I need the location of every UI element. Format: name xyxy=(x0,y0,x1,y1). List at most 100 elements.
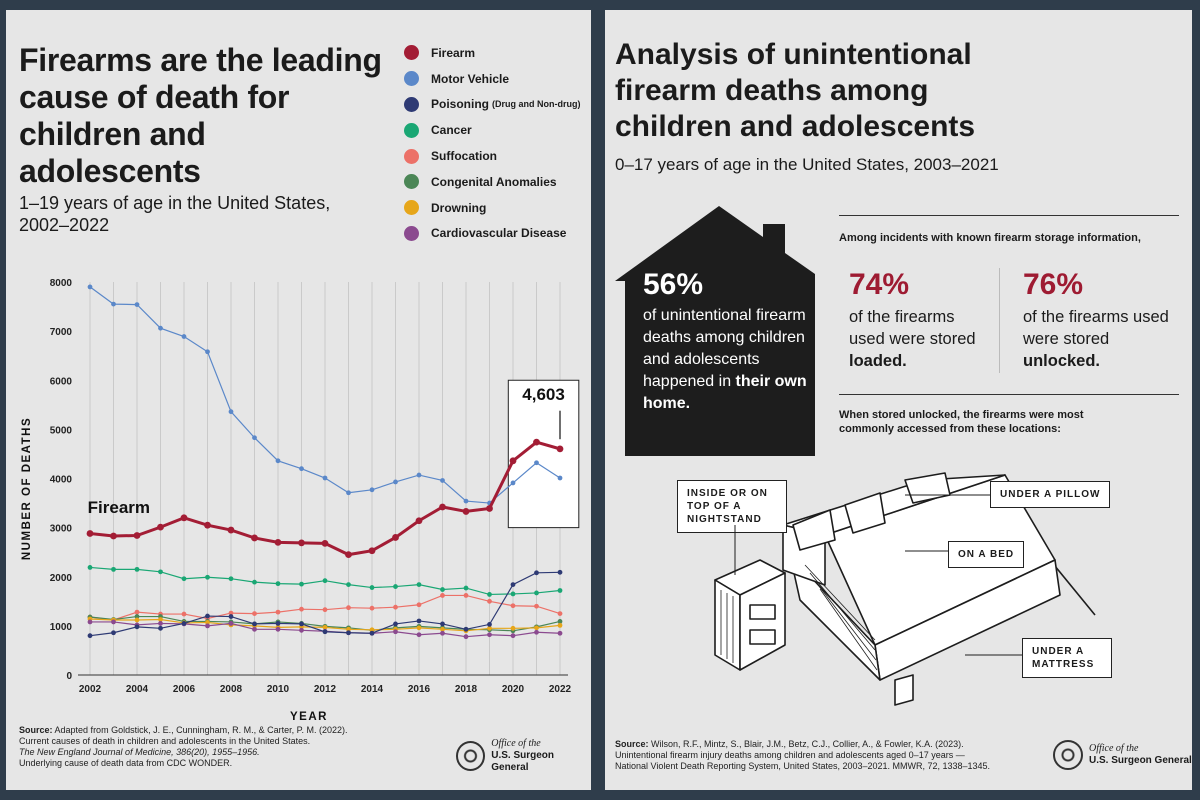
data-point xyxy=(534,570,539,576)
right-seal-icon xyxy=(1053,740,1083,770)
data-point xyxy=(134,302,140,307)
data-point xyxy=(181,334,187,339)
data-point xyxy=(110,532,117,540)
legend-label: Suffocation xyxy=(431,149,497,164)
legend-swatch xyxy=(404,174,419,190)
data-point xyxy=(393,621,398,627)
legend-label: Drowning xyxy=(431,200,487,215)
legend-item: Cardiovascular Disease xyxy=(404,221,580,247)
x-axis-label: YEAR xyxy=(290,711,328,723)
data-point xyxy=(369,605,375,611)
data-point xyxy=(440,593,445,598)
unlocked-stat-value: 76% xyxy=(1023,268,1084,301)
unlocked-stat-text: of the firearms used were stored unlocke… xyxy=(1023,306,1173,372)
loaded-stat-text-main: of the firearms used were stored xyxy=(849,308,976,348)
data-point xyxy=(510,633,516,639)
data-point xyxy=(158,617,163,622)
right-panel: Analysis of unintentional firearm deaths… xyxy=(605,10,1192,790)
data-point xyxy=(322,475,328,481)
data-point xyxy=(158,625,163,631)
data-point xyxy=(534,460,539,466)
data-point xyxy=(205,623,210,629)
legend-swatch xyxy=(404,96,419,112)
callout-leaders xyxy=(734,494,1022,656)
data-point xyxy=(393,479,398,485)
data-point xyxy=(252,435,257,441)
data-point xyxy=(486,505,493,512)
chart-legend: Firearm Motor Vehicle Poisoning (Drug and N… xyxy=(404,40,580,246)
data-point xyxy=(346,582,351,588)
right-source-label: Source: xyxy=(615,739,649,749)
data-point xyxy=(557,475,563,481)
y-tick-label: 0 xyxy=(66,671,72,682)
home-stat-text: of unintentional firearm deaths among ch… xyxy=(643,305,813,415)
data-point xyxy=(204,521,211,529)
x-tick-label: 2014 xyxy=(361,684,384,695)
data-point xyxy=(534,590,539,596)
data-point xyxy=(440,621,445,627)
x-tick-label: 2002 xyxy=(79,684,102,695)
x-tick-label: 2010 xyxy=(267,684,290,695)
data-point xyxy=(181,621,187,626)
home-stat-text-main: of unintentional firearm deaths among ch… xyxy=(643,307,806,390)
y-tick-label: 2000 xyxy=(50,573,73,584)
right-source-line-1: Wilson, R.F., Mintz, S., Blair, J.M., Be… xyxy=(651,739,964,749)
data-point xyxy=(87,633,93,639)
legend-item: Poisoning (Drug and Non-drug) xyxy=(404,92,580,118)
x-tick-label: 2012 xyxy=(314,684,337,695)
legend-swatch xyxy=(404,200,419,216)
right-source-line-3: National Violent Death Reporting System,… xyxy=(615,761,991,771)
data-point xyxy=(228,621,234,626)
data-point xyxy=(275,626,281,632)
right-source: Source: Wilson, R.F., Mintz, S., Blair, … xyxy=(615,739,990,772)
loaded-stat-text: of the firearms used were stored loaded. xyxy=(849,306,984,372)
callout-nightstand: INSIDE OR ON TOP OF A NIGHTSTAND xyxy=(677,480,787,533)
data-point xyxy=(134,624,140,630)
data-point xyxy=(369,585,375,590)
data-point xyxy=(346,626,351,632)
data-point xyxy=(557,619,563,624)
data-point xyxy=(393,604,398,610)
y-tick-label: 8000 xyxy=(50,278,73,289)
data-point xyxy=(275,581,281,587)
unlocked-intro: When stored unlocked, the firearms were … xyxy=(839,409,1084,435)
data-point xyxy=(321,539,329,547)
legend-label: Cardiovascular Disease xyxy=(431,226,567,241)
data-point xyxy=(134,614,140,619)
x-tick-label: 2006 xyxy=(173,684,196,695)
data-point xyxy=(299,606,304,612)
data-point xyxy=(134,609,140,615)
legend-swatch xyxy=(404,45,419,61)
data-point xyxy=(322,629,328,635)
data-point xyxy=(158,569,163,575)
data-point xyxy=(415,517,423,525)
data-point xyxy=(180,514,188,522)
data-point xyxy=(416,582,422,588)
data-point xyxy=(181,611,187,617)
data-point xyxy=(510,591,516,597)
data-point xyxy=(487,598,492,604)
data-point xyxy=(252,621,257,627)
data-point xyxy=(393,584,398,589)
x-tick-label: 2008 xyxy=(220,684,243,695)
data-point xyxy=(369,630,375,636)
data-point xyxy=(416,632,422,638)
data-point xyxy=(510,603,516,609)
source-line-4: Underlying cause of death data from CDC … xyxy=(19,758,233,768)
data-point xyxy=(134,617,140,623)
source-line-2: Current causes of death in children and … xyxy=(19,736,311,746)
legend-label: Cancer xyxy=(431,123,472,138)
data-point xyxy=(509,457,517,465)
data-point xyxy=(533,438,540,446)
home-stat-text-bold: their own home. xyxy=(643,373,807,412)
right-source-line-2: Unintentional firearm injury deaths amon… xyxy=(615,750,965,760)
data-point xyxy=(369,627,375,633)
home-stat-value: 56% xyxy=(643,268,704,301)
data-point xyxy=(416,625,422,631)
data-point xyxy=(158,621,163,626)
analysis-subtitle: 0–17 years of age in the United States, … xyxy=(615,155,999,174)
data-point xyxy=(298,539,305,547)
data-point xyxy=(87,565,93,570)
data-point xyxy=(346,490,351,496)
data-point xyxy=(299,581,304,587)
